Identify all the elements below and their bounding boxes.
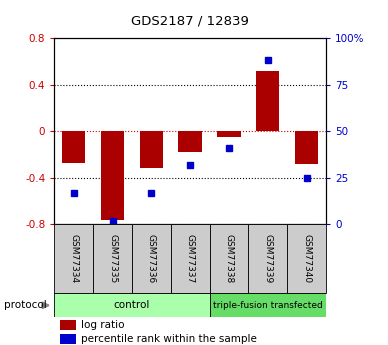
Text: GDS2187 / 12839: GDS2187 / 12839 [131,14,249,28]
Bar [256,71,279,131]
Bar [178,131,202,152]
Bar [287,224,326,293]
Bar [101,131,124,220]
Bar [171,224,210,293]
Text: protocol: protocol [4,300,47,310]
Bar [54,224,93,293]
Bar [132,224,171,293]
Text: triple-fusion transfected: triple-fusion transfected [213,301,322,310]
Bar [295,131,318,164]
Text: GSM77336: GSM77336 [147,234,156,283]
Text: GSM77340: GSM77340 [302,234,311,283]
Text: GSM77339: GSM77339 [263,234,272,283]
Bar [60,334,76,344]
Text: GSM77334: GSM77334 [69,234,78,283]
Bar [93,224,132,293]
Bar [217,131,241,137]
Text: GSM77337: GSM77337 [185,234,195,283]
Text: GSM77338: GSM77338 [224,234,234,283]
Bar [54,293,210,317]
Text: control: control [114,300,150,310]
Text: GSM77335: GSM77335 [108,234,117,283]
Text: log ratio: log ratio [81,320,125,330]
Bar [248,224,287,293]
Bar [62,131,85,162]
Bar [210,293,326,317]
Text: percentile rank within the sample: percentile rank within the sample [81,334,257,344]
Bar [140,131,163,168]
Bar [60,320,76,330]
Bar [210,224,248,293]
